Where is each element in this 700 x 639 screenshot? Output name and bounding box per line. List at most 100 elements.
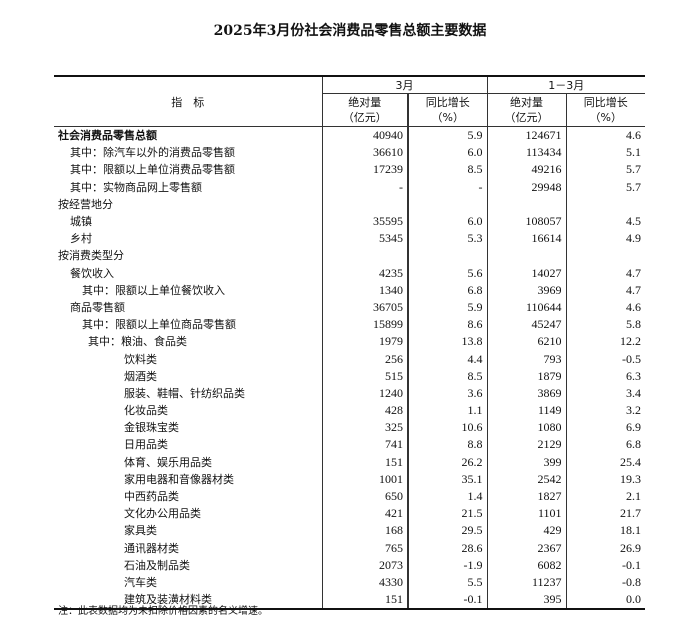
march-abs-value: 36610	[321, 144, 408, 162]
march-yoy-value: 4.4	[407, 350, 487, 368]
q1-yoy-value: 3.4	[565, 384, 645, 402]
q1-abs-value: 1101	[486, 505, 566, 523]
march-yoy-value: 6.0	[407, 212, 487, 231]
row-label: 其中：实物商品网上零售额	[70, 180, 202, 194]
q1-abs-value: 399	[486, 453, 566, 471]
row-label: 体育、娱乐用品类	[124, 455, 212, 469]
march-yoy-value: -	[407, 178, 487, 196]
q1-abs-value: 395	[486, 591, 566, 611]
table-row: 商品零售额 36705 5.9 110644 4.6	[54, 298, 645, 317]
march-abs-value: 36705	[321, 298, 408, 317]
abs-header: 绝对量 （亿元）	[321, 93, 408, 127]
march-abs-value: 1240	[321, 384, 408, 402]
row-label: 其中：粮油、食品类	[88, 335, 187, 349]
q1-abs-value: 16614	[486, 230, 566, 248]
march-abs-value: -	[321, 178, 408, 196]
table-row: 文化办公用品类 421 21.5 1101 21.7	[54, 505, 645, 523]
march-yoy-value: 8.8	[407, 436, 487, 454]
march-abs-value: 256	[321, 350, 408, 368]
march-yoy-value	[407, 247, 487, 265]
footnote: 注：此表数据均为未扣除价格因素的名义增速。	[58, 606, 268, 617]
q1-abs-value: 29948	[486, 178, 566, 196]
table-row: 石油及制品类 2073 -1.9 6082 -0.1	[54, 556, 645, 574]
march-yoy-value: 28.6	[407, 539, 487, 557]
march-abs-value: 741	[321, 436, 408, 454]
row-label: 乡村	[70, 232, 92, 246]
q1-yoy-value	[565, 247, 645, 265]
row-label: 其中：限额以上单位消费品零售额	[70, 163, 235, 177]
q1-abs-value: 110644	[486, 298, 566, 317]
march-abs-value: 4235	[321, 264, 408, 282]
row-label: 家用电器和音像器材类	[124, 472, 234, 486]
march-yoy-value: 21.5	[407, 505, 487, 523]
q1-yoy-value: 12.2	[565, 333, 645, 351]
table-row: 社会消费品零售总额 40940 5.9 124671 4.6	[54, 126, 645, 145]
q1-abs-value: 11237	[486, 573, 566, 592]
table-row: 日用品类 741 8.8 2129 6.8	[54, 436, 645, 454]
march-yoy-value: 5.9	[407, 126, 487, 145]
march-yoy-value: 26.2	[407, 453, 487, 471]
table-row: 其中：限额以上单位消费品零售额 17239 8.5 49216 5.7	[54, 161, 645, 179]
march-abs-value: 2073	[321, 556, 408, 574]
q1-abs-value: 1149	[486, 402, 566, 420]
q1-abs-value: 1879	[486, 367, 566, 385]
table-row: 其中：粮油、食品类 1979 13.8 6210 12.2	[54, 333, 645, 351]
row-label: 其中：限额以上单位商品零售额	[82, 318, 236, 332]
table-row: 饮料类 256 4.4 793 -0.5	[54, 350, 645, 368]
row-label: 餐饮收入	[70, 266, 114, 280]
march-yoy-value: 10.6	[407, 419, 487, 437]
row-label: 城镇	[70, 215, 92, 229]
row-label: 日用品类	[124, 438, 168, 452]
march-yoy-value: 8.5	[407, 367, 487, 385]
row-label: 金银珠宝类	[124, 421, 179, 435]
march-yoy-value: 1.4	[407, 487, 487, 506]
q1-abs-value: 6210	[486, 333, 566, 351]
abs-header: 绝对量 （亿元）	[486, 93, 566, 127]
march-yoy-value: 5.3	[407, 230, 487, 248]
q1-yoy-value: 18.1	[565, 522, 645, 540]
row-label: 烟酒类	[124, 369, 157, 383]
march-abs-value: 421	[321, 505, 408, 523]
q1-abs-value: 108057	[486, 212, 566, 231]
march-abs-value: 765	[321, 539, 408, 557]
table-row: 烟酒类 515 8.5 1879 6.3	[54, 367, 645, 385]
march-abs-value: 1001	[321, 470, 408, 488]
table-row: 通讯器材类 765 28.6 2367 26.9	[54, 539, 645, 557]
q1-yoy-value: 4.7	[565, 264, 645, 282]
table-row: 服装、鞋帽、针纺织品类 1240 3.6 3869 3.4	[54, 384, 645, 402]
row-label: 文化办公用品类	[124, 507, 201, 521]
q1-yoy-value: 26.9	[565, 539, 645, 557]
q1-abs-value: 3969	[486, 281, 566, 299]
q1-yoy-value: 2.1	[565, 487, 645, 506]
row-label: 饮料类	[124, 352, 157, 366]
q1-yoy-value: 3.2	[565, 402, 645, 420]
row-label: 家具类	[124, 524, 157, 538]
march-abs-value: 650	[321, 487, 408, 506]
march-abs-value: 168	[321, 522, 408, 540]
march-yoy-value: 5.9	[407, 298, 487, 317]
table-row: 化妆品类 428 1.1 1149 3.2	[54, 402, 645, 420]
indicator-header: 指 标	[54, 76, 322, 127]
q1-abs-value: 124671	[486, 126, 566, 145]
row-label: 汽车类	[124, 575, 157, 589]
march-abs-value	[321, 195, 408, 213]
q1-abs-value: 2542	[486, 470, 566, 488]
q1-abs-value: 14027	[486, 264, 566, 282]
march-abs-value: 15899	[321, 316, 408, 334]
table-row: 体育、娱乐用品类 151 26.2 399 25.4	[54, 453, 645, 471]
march-yoy-value: 5.5	[407, 573, 487, 592]
q1-abs-value: 2129	[486, 436, 566, 454]
march-yoy-value: 8.5	[407, 161, 487, 179]
table-row: 其中：限额以上单位商品零售额 15899 8.6 45247 5.8	[54, 316, 645, 334]
march-yoy-value: -1.9	[407, 556, 487, 574]
table-row: 家具类 168 29.5 429 18.1	[54, 522, 645, 540]
march-abs-value: 35595	[321, 212, 408, 231]
march-yoy-value: -0.1	[407, 591, 487, 611]
q1-yoy-value: -0.8	[565, 573, 645, 592]
row-label: 服装、鞋帽、针纺织品类	[124, 386, 245, 400]
march-abs-value: 40940	[321, 126, 408, 145]
q1-abs-value: 429	[486, 522, 566, 540]
row-label: 按经营地分	[58, 197, 113, 211]
q1-abs-value: 1827	[486, 487, 566, 506]
table-row: 建筑及装潢材料类 151 -0.1 395 0.0	[54, 591, 645, 611]
